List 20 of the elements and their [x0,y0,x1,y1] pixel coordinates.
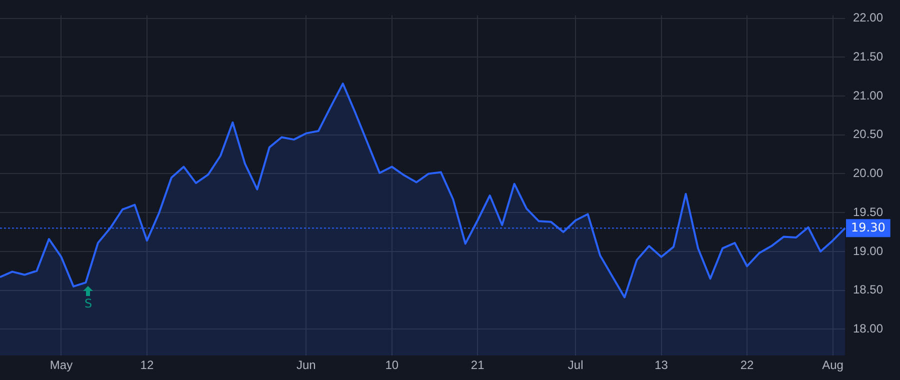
x-tick-label: 21 [470,358,485,372]
y-tick-label: 18.50 [853,282,884,297]
y-tick-label: 20.00 [853,166,884,180]
ref-line-label: 19.30 [851,220,886,234]
x-tick-label: 10 [385,358,399,372]
x-tick-label: Jul [568,358,584,372]
y-tick-label: 19.50 [853,204,884,219]
y-tick-label: 20.50 [853,127,884,142]
x-tick-label: May [50,358,73,372]
x-tick-label: Jun [296,358,316,372]
x-tick-label: Aug [822,358,844,372]
x-tick-label: 13 [654,358,668,372]
y-tick-label: 18.00 [853,321,884,336]
annotation: S [84,296,92,310]
y-tick-label: 22.00 [853,10,884,25]
y-tick-label: 21.50 [853,49,884,64]
y-tick-label: 19.00 [853,244,884,258]
x-tick-label: 22 [740,358,754,372]
x-tick-label: 12 [140,358,154,372]
y-tick-label: 21.00 [853,88,884,102]
